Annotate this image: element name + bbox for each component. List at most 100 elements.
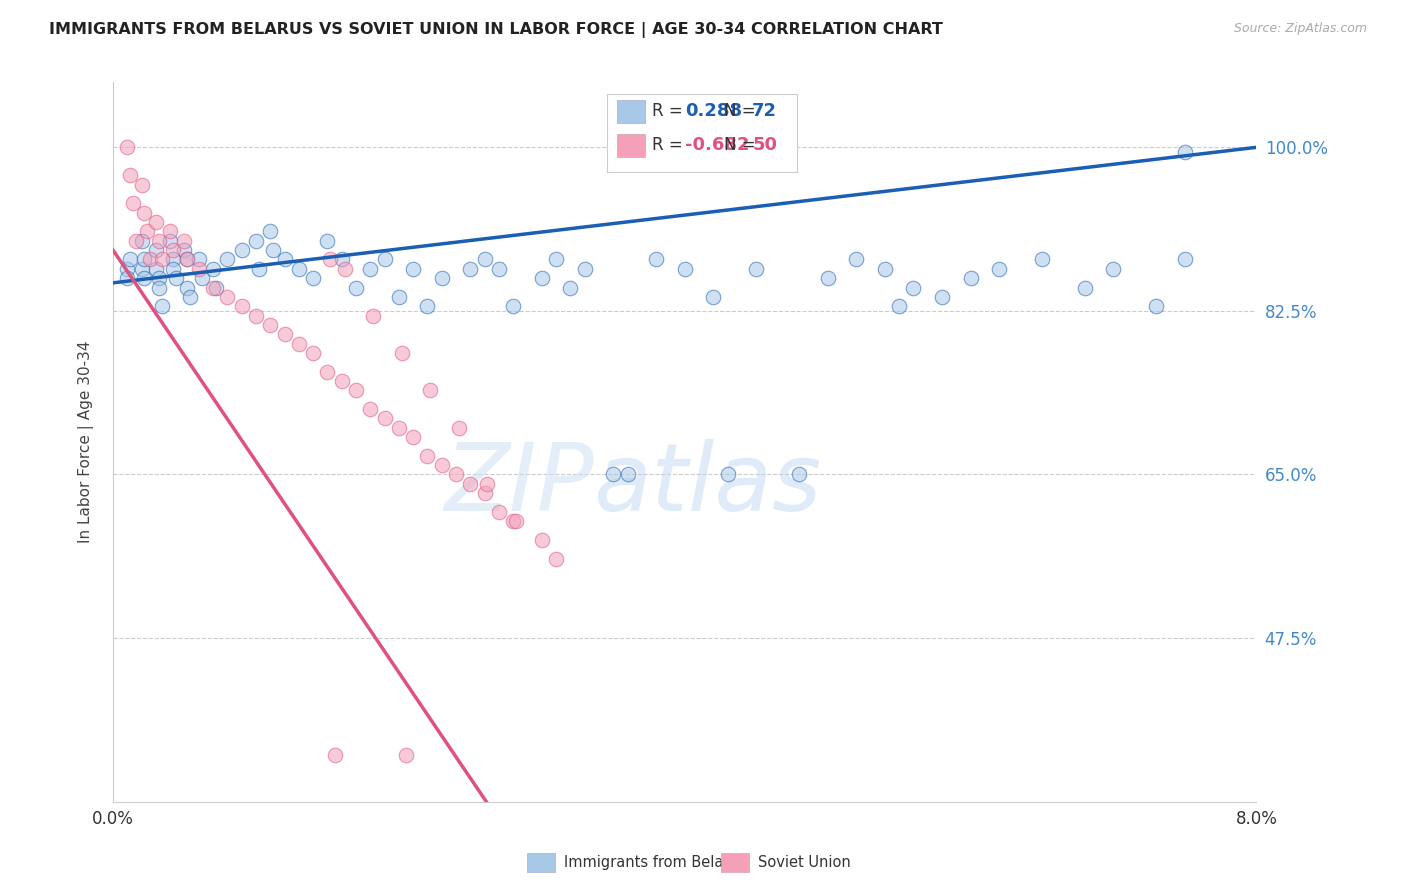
Text: 50: 50 <box>752 136 778 154</box>
Point <box>245 234 267 248</box>
Point <box>288 261 311 276</box>
Point <box>323 747 346 762</box>
Point <box>134 206 156 220</box>
Point <box>845 252 868 267</box>
Point <box>145 215 167 229</box>
Point <box>1074 280 1097 294</box>
Point <box>120 169 142 183</box>
Point <box>474 252 496 267</box>
Point <box>187 252 209 267</box>
Point <box>131 261 153 276</box>
Point <box>1144 299 1167 313</box>
Point <box>173 243 195 257</box>
Point <box>344 280 367 294</box>
Point <box>187 261 209 276</box>
Point <box>262 243 284 257</box>
Text: 0.288: 0.288 <box>685 103 742 120</box>
Point <box>402 430 425 444</box>
Point <box>416 449 439 463</box>
Point <box>988 261 1011 276</box>
Y-axis label: In Labor Force | Age 30-34: In Labor Force | Age 30-34 <box>79 341 94 543</box>
Point <box>616 467 638 482</box>
Point <box>344 384 367 398</box>
Point <box>702 290 724 304</box>
Point <box>1031 252 1053 267</box>
Point <box>319 252 342 267</box>
Point <box>136 224 159 238</box>
Text: 72: 72 <box>752 103 778 120</box>
Point <box>745 261 768 276</box>
Point <box>173 234 195 248</box>
Point <box>176 252 198 267</box>
Point <box>176 252 198 267</box>
Point <box>145 243 167 257</box>
Point <box>139 252 162 267</box>
Point <box>131 234 153 248</box>
Point <box>530 271 553 285</box>
Point <box>1174 145 1197 159</box>
Text: ZIP: ZIP <box>444 440 593 531</box>
Point <box>247 261 270 276</box>
Point <box>245 309 267 323</box>
Text: Soviet Union: Soviet Union <box>758 855 851 870</box>
Point <box>120 252 142 267</box>
Point <box>330 374 353 388</box>
Point <box>477 476 499 491</box>
Text: N =: N = <box>724 103 761 120</box>
Point <box>931 290 953 304</box>
Point <box>162 252 184 267</box>
Point <box>787 467 810 482</box>
Text: -0.682: -0.682 <box>685 136 749 154</box>
Point <box>148 234 170 248</box>
Point <box>502 514 524 528</box>
Point <box>391 346 413 360</box>
Point <box>460 261 482 276</box>
Point <box>873 261 896 276</box>
Point <box>574 261 596 276</box>
Point <box>444 467 467 482</box>
Point <box>150 252 173 267</box>
Point <box>150 299 173 313</box>
Point <box>645 252 668 267</box>
Point <box>316 365 339 379</box>
Point <box>419 384 441 398</box>
Point <box>202 261 225 276</box>
Point <box>159 224 181 238</box>
Point <box>202 280 225 294</box>
Point <box>148 280 170 294</box>
Point <box>259 224 281 238</box>
Point <box>131 178 153 192</box>
Point <box>134 252 156 267</box>
Point <box>402 261 425 276</box>
Point <box>162 243 184 257</box>
Point <box>217 290 239 304</box>
Point <box>374 411 396 425</box>
Point <box>316 234 339 248</box>
Point <box>430 271 453 285</box>
Point <box>447 421 470 435</box>
Point <box>159 234 181 248</box>
Point <box>273 252 295 267</box>
Point <box>361 309 384 323</box>
Point <box>488 505 510 519</box>
Point <box>817 271 839 285</box>
Point <box>145 261 167 276</box>
Text: N =: N = <box>724 136 761 154</box>
Point <box>560 280 582 294</box>
Point <box>117 271 139 285</box>
Point <box>179 290 201 304</box>
Text: IMMIGRANTS FROM BELARUS VS SOVIET UNION IN LABOR FORCE | AGE 30-34 CORRELATION C: IMMIGRANTS FROM BELARUS VS SOVIET UNION … <box>49 22 943 38</box>
Point <box>887 299 910 313</box>
Point <box>190 271 212 285</box>
Point <box>1102 261 1125 276</box>
Point <box>430 458 453 472</box>
Point <box>395 747 418 762</box>
Text: atlas: atlas <box>593 440 821 531</box>
Point <box>148 271 170 285</box>
Point <box>125 234 148 248</box>
Point <box>673 261 696 276</box>
Point <box>488 261 510 276</box>
Text: Source: ZipAtlas.com: Source: ZipAtlas.com <box>1233 22 1367 36</box>
Text: R =: R = <box>652 136 693 154</box>
Point <box>502 299 524 313</box>
